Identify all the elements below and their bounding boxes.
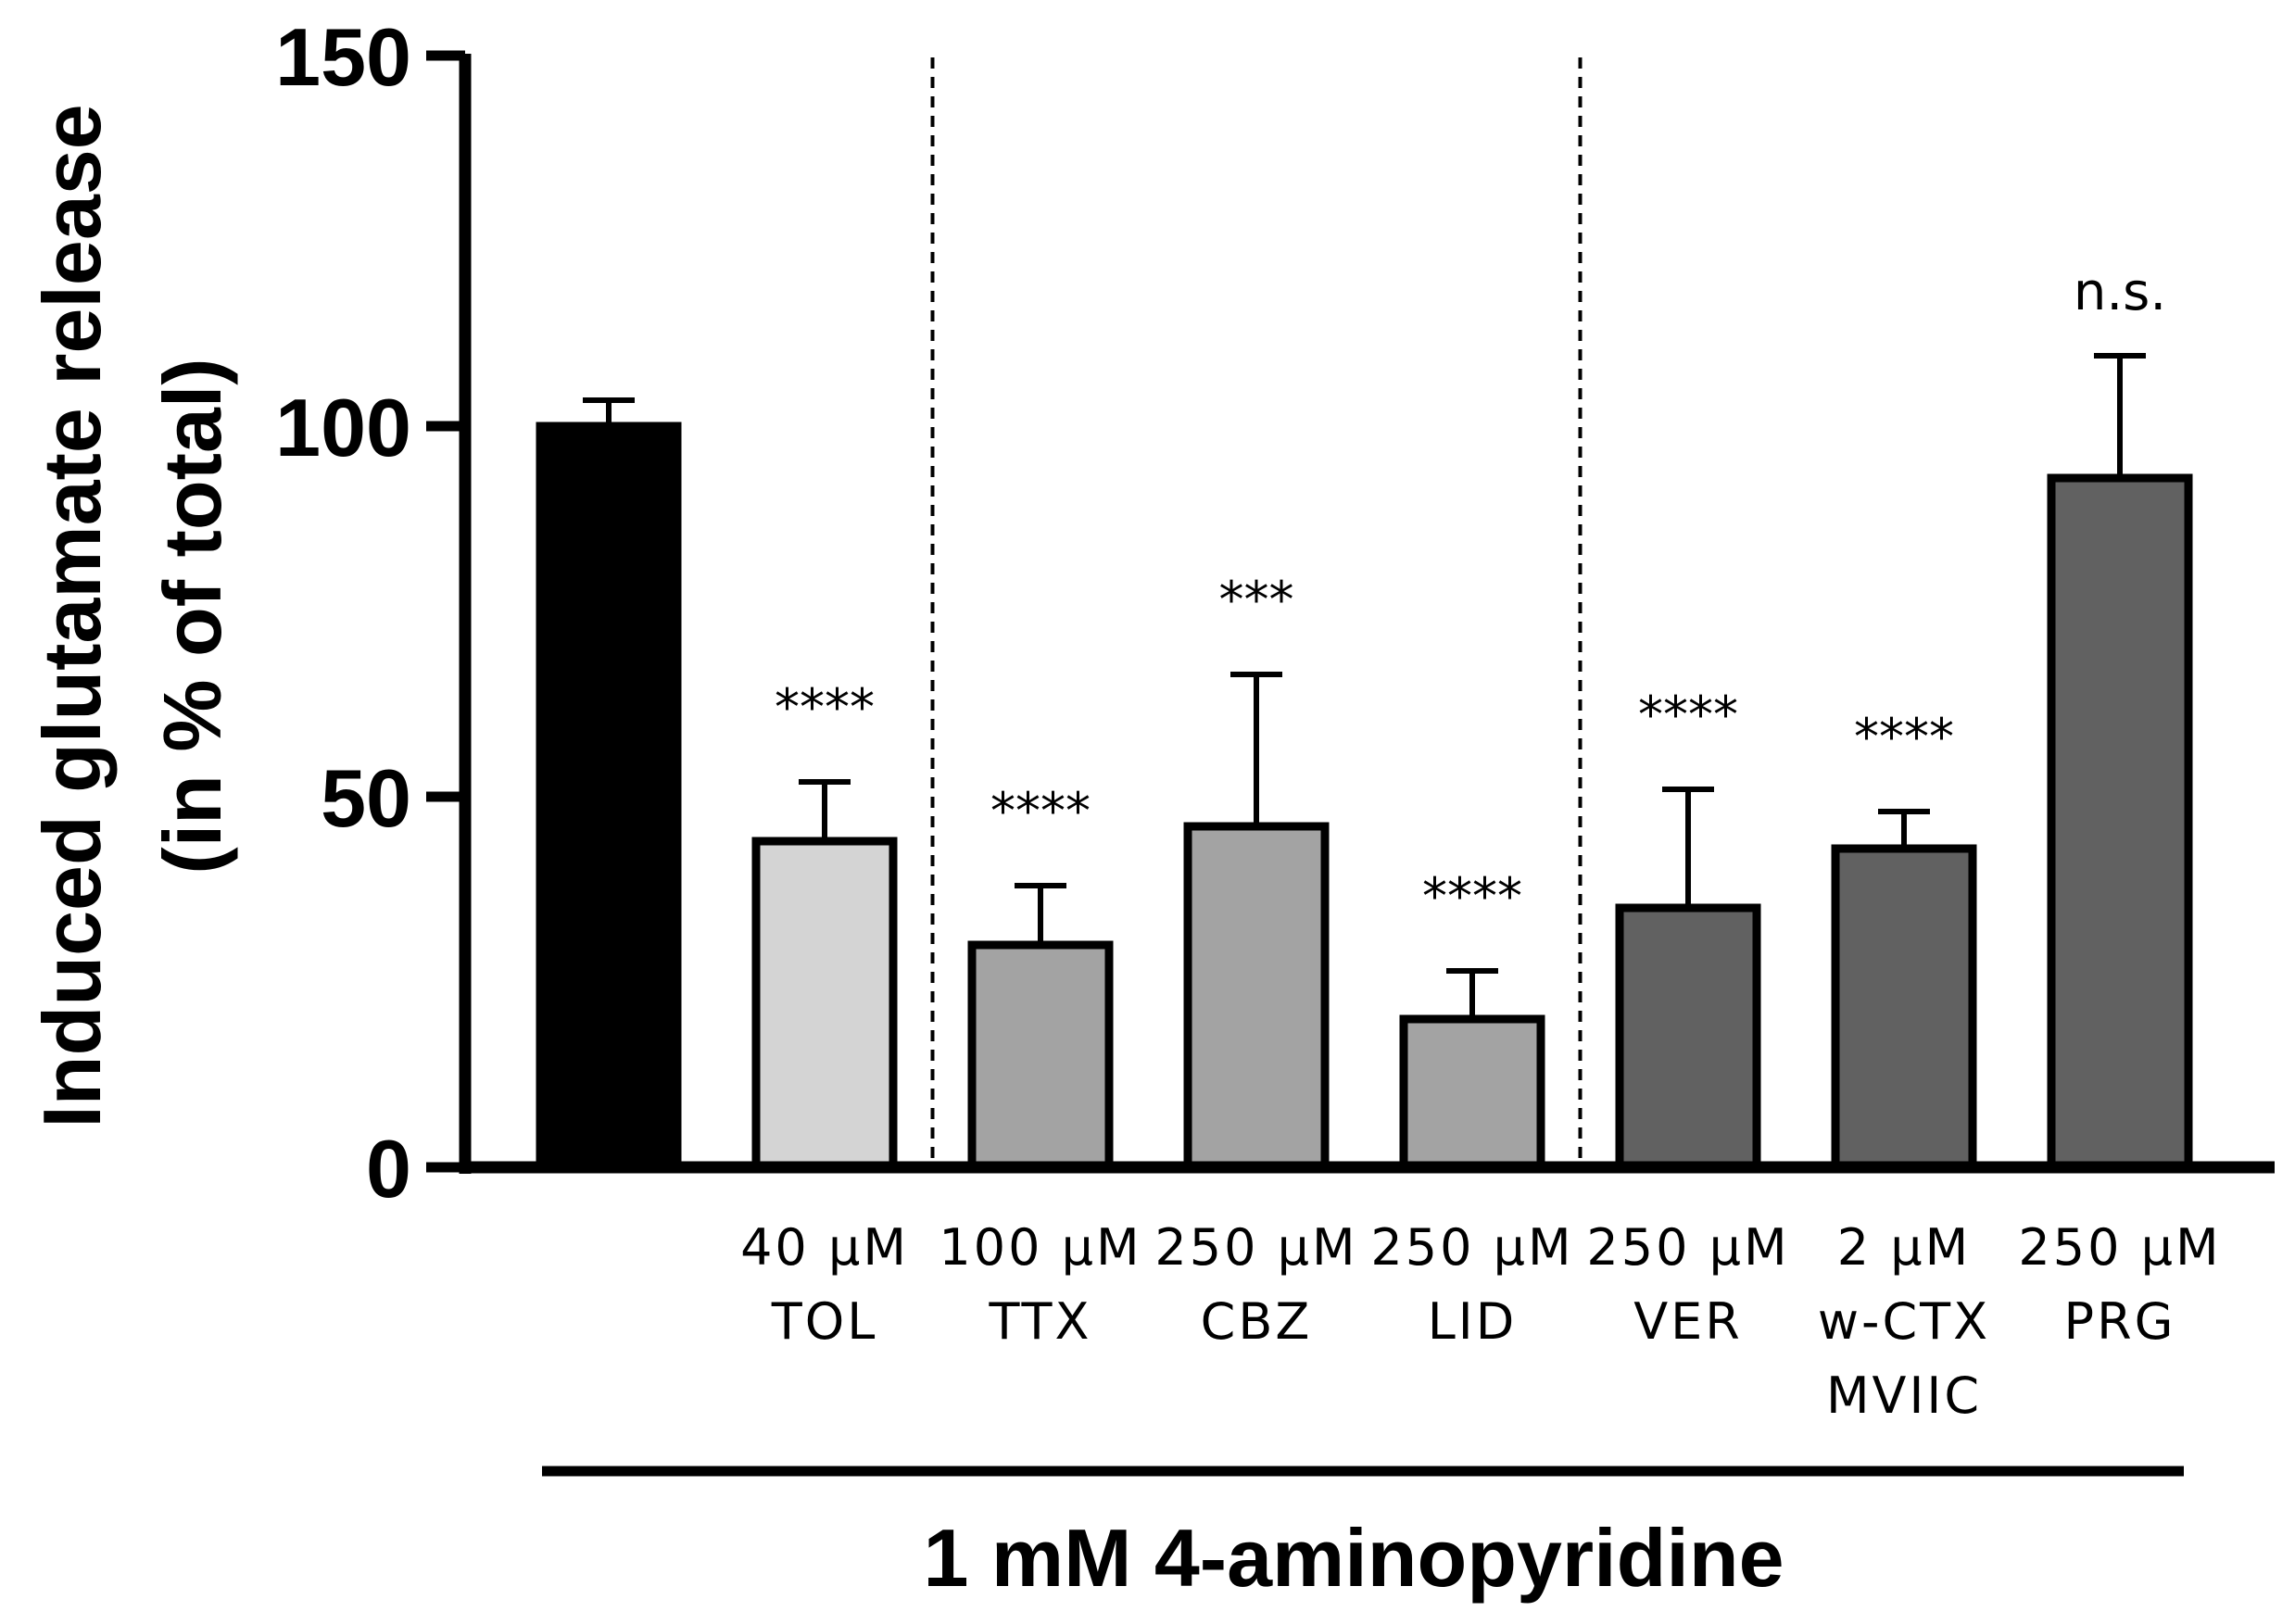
significance-label-6: **** (1638, 686, 1738, 744)
y-tick-label-100: 100 (275, 382, 411, 473)
category-label-3: 100 µM TTX (939, 1218, 1141, 1351)
y-tick-label-50: 50 (321, 752, 411, 844)
error-bar-1 (583, 397, 635, 426)
category-label-4-line-1: 250 µM (1154, 1218, 1357, 1277)
error-bar-4 (1230, 672, 1282, 826)
y-tick-label-0: 0 (366, 1123, 411, 1215)
category-label-5-line-1: 250 µM (1370, 1218, 1573, 1277)
bar-5 (1399, 1014, 1545, 1172)
y-axis-label: Induced glutamate release (in % of total… (26, 104, 238, 1127)
category-label-2-line-1: 40 µM (740, 1218, 909, 1277)
category-label-7-line-2: w-CTX (1818, 1292, 1990, 1351)
category-label-4-line-2: CBZ (1201, 1292, 1313, 1351)
axes (459, 54, 2275, 1174)
bar-4 (1183, 822, 1330, 1172)
bar-7 (1831, 844, 1977, 1172)
category-label-8: 250 µM PRG (2018, 1218, 2221, 1351)
error-bar-2 (799, 779, 851, 841)
significance-label-8: n.s. (2074, 262, 2166, 322)
bar-8 (2047, 473, 2193, 1172)
error-bar-6 (1662, 787, 1714, 908)
significance-labels: ******************* ****n.s. (775, 262, 2166, 925)
significance-label-4: *** (1219, 571, 1294, 629)
category-label-2: 40 µM TOL (740, 1218, 909, 1351)
category-label-6: 250 µM VER (1586, 1218, 1789, 1351)
y-tick-label-150: 150 (275, 11, 411, 103)
significance-label-2: **** (775, 678, 875, 736)
y-ticks: 0 50 100 150 (275, 11, 465, 1215)
category-label-2-line-2: TOL (771, 1292, 878, 1351)
y-axis-label-line1: Induced glutamate release (26, 104, 118, 1127)
category-label-7-line-1: 2 µM (1837, 1218, 1971, 1277)
error-bar-8 (2094, 353, 2146, 478)
category-label-3-line-2: TTX (988, 1292, 1091, 1351)
category-label-7: 2 µM w-CTX MVIIC (1818, 1218, 1990, 1425)
error-bar-3 (1015, 883, 1066, 945)
significance-label-5: **** (1422, 867, 1522, 925)
category-label-4: 250 µM CBZ (1154, 1218, 1357, 1351)
y-axis-label-line2: (in % of total) (146, 358, 238, 874)
category-label-6-line-1: 250 µM (1586, 1218, 1789, 1277)
bar-1 (536, 422, 682, 1172)
category-label-7-line-3: MVIIC (1826, 1366, 1982, 1425)
bar-3 (967, 940, 1114, 1172)
significance-label-3: **** (990, 782, 1091, 840)
group-separators (930, 57, 1583, 1160)
error-bars (583, 353, 2146, 1019)
category-label-5: 250 µM LID (1370, 1218, 1573, 1351)
error-bar-5 (1446, 968, 1498, 1019)
category-label-6-line-2: VER (1633, 1292, 1743, 1351)
bar-6 (1615, 903, 1761, 1172)
category-label-8-line-2: PRG (2064, 1292, 2176, 1351)
significance-label-7: **** (1854, 708, 1954, 766)
x-axis-label: 1 mM 4-aminopyridine (923, 1512, 1784, 1604)
category-label-3-line-1: 100 µM (939, 1218, 1141, 1277)
category-label-8-line-1: 250 µM (2018, 1218, 2221, 1277)
error-bar-7 (1878, 809, 1930, 849)
category-label-5-line-2: LID (1428, 1292, 1518, 1351)
bar-2 (751, 837, 898, 1172)
bars (536, 422, 2193, 1172)
